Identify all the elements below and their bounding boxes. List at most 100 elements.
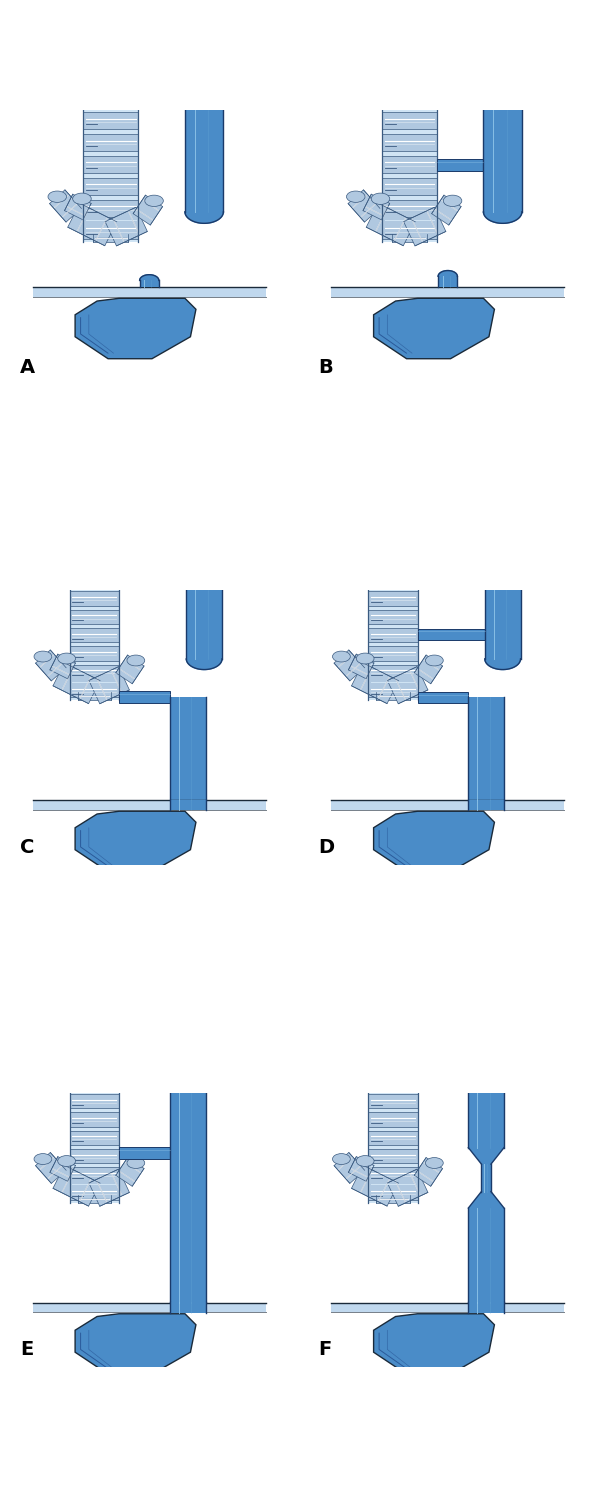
Polygon shape [414, 656, 442, 684]
Ellipse shape [73, 194, 91, 204]
Polygon shape [485, 590, 521, 658]
Polygon shape [70, 1094, 119, 1108]
Polygon shape [70, 664, 119, 680]
Polygon shape [368, 646, 417, 660]
Ellipse shape [145, 195, 164, 207]
Polygon shape [93, 234, 128, 242]
Text: E: E [20, 1340, 33, 1359]
Polygon shape [186, 658, 222, 669]
Polygon shape [468, 1302, 504, 1312]
Polygon shape [368, 591, 417, 606]
Polygon shape [50, 654, 75, 680]
Polygon shape [53, 663, 100, 704]
Polygon shape [432, 195, 461, 225]
Polygon shape [334, 650, 365, 681]
Polygon shape [36, 1152, 66, 1184]
Polygon shape [382, 177, 437, 195]
Polygon shape [363, 194, 390, 220]
Polygon shape [368, 610, 417, 624]
Polygon shape [170, 800, 205, 810]
Polygon shape [438, 270, 457, 276]
Polygon shape [78, 692, 111, 700]
Polygon shape [382, 156, 437, 172]
Polygon shape [36, 650, 66, 681]
Polygon shape [119, 692, 170, 703]
Polygon shape [331, 1304, 564, 1312]
Polygon shape [50, 1156, 75, 1182]
Polygon shape [368, 628, 417, 642]
Polygon shape [84, 110, 139, 242]
Polygon shape [70, 610, 119, 624]
Polygon shape [53, 1166, 100, 1206]
Polygon shape [133, 195, 162, 225]
Polygon shape [70, 682, 119, 698]
Polygon shape [438, 276, 457, 288]
Ellipse shape [444, 195, 462, 207]
Polygon shape [75, 298, 196, 358]
Polygon shape [70, 1149, 119, 1162]
Polygon shape [116, 656, 144, 684]
Polygon shape [170, 698, 205, 801]
Text: B: B [319, 357, 334, 376]
Ellipse shape [58, 652, 76, 664]
Ellipse shape [58, 1155, 76, 1167]
Ellipse shape [356, 652, 374, 664]
Polygon shape [387, 1168, 428, 1206]
Polygon shape [33, 801, 266, 810]
Polygon shape [382, 200, 437, 216]
Polygon shape [64, 194, 91, 220]
Polygon shape [484, 110, 522, 212]
Polygon shape [368, 1092, 417, 1203]
Polygon shape [417, 692, 468, 703]
Polygon shape [392, 234, 427, 242]
Polygon shape [404, 207, 446, 246]
Ellipse shape [356, 1155, 374, 1167]
Polygon shape [70, 628, 119, 642]
Polygon shape [70, 1113, 119, 1126]
Polygon shape [374, 1314, 494, 1374]
Polygon shape [33, 1304, 266, 1312]
Polygon shape [84, 134, 139, 152]
Polygon shape [50, 190, 81, 222]
Polygon shape [70, 1131, 119, 1144]
Polygon shape [376, 692, 410, 700]
Polygon shape [84, 177, 139, 195]
Polygon shape [468, 1191, 504, 1208]
Ellipse shape [127, 656, 144, 666]
Polygon shape [468, 1148, 504, 1164]
Polygon shape [352, 663, 399, 704]
Polygon shape [382, 110, 437, 242]
Polygon shape [468, 698, 504, 801]
Polygon shape [368, 590, 417, 700]
Polygon shape [33, 288, 266, 297]
Polygon shape [84, 222, 139, 238]
Text: D: D [319, 837, 335, 856]
Polygon shape [89, 1168, 130, 1206]
Polygon shape [468, 800, 504, 810]
Polygon shape [368, 1131, 417, 1144]
Polygon shape [70, 591, 119, 606]
Ellipse shape [34, 651, 52, 662]
Polygon shape [140, 280, 159, 288]
Polygon shape [89, 666, 130, 704]
Polygon shape [185, 211, 223, 223]
Polygon shape [382, 222, 437, 238]
Polygon shape [70, 646, 119, 660]
Polygon shape [376, 1194, 410, 1203]
Polygon shape [468, 1092, 504, 1148]
Polygon shape [67, 204, 117, 246]
Polygon shape [116, 1158, 144, 1186]
Ellipse shape [333, 651, 350, 662]
Polygon shape [484, 211, 522, 223]
Polygon shape [70, 1185, 119, 1200]
Polygon shape [331, 801, 564, 810]
Polygon shape [368, 664, 417, 680]
Polygon shape [84, 111, 139, 129]
Polygon shape [331, 288, 564, 297]
Polygon shape [368, 1094, 417, 1108]
Polygon shape [170, 1302, 205, 1312]
Polygon shape [70, 1092, 119, 1203]
Polygon shape [78, 1194, 111, 1203]
Polygon shape [368, 1149, 417, 1162]
Polygon shape [349, 1156, 374, 1182]
